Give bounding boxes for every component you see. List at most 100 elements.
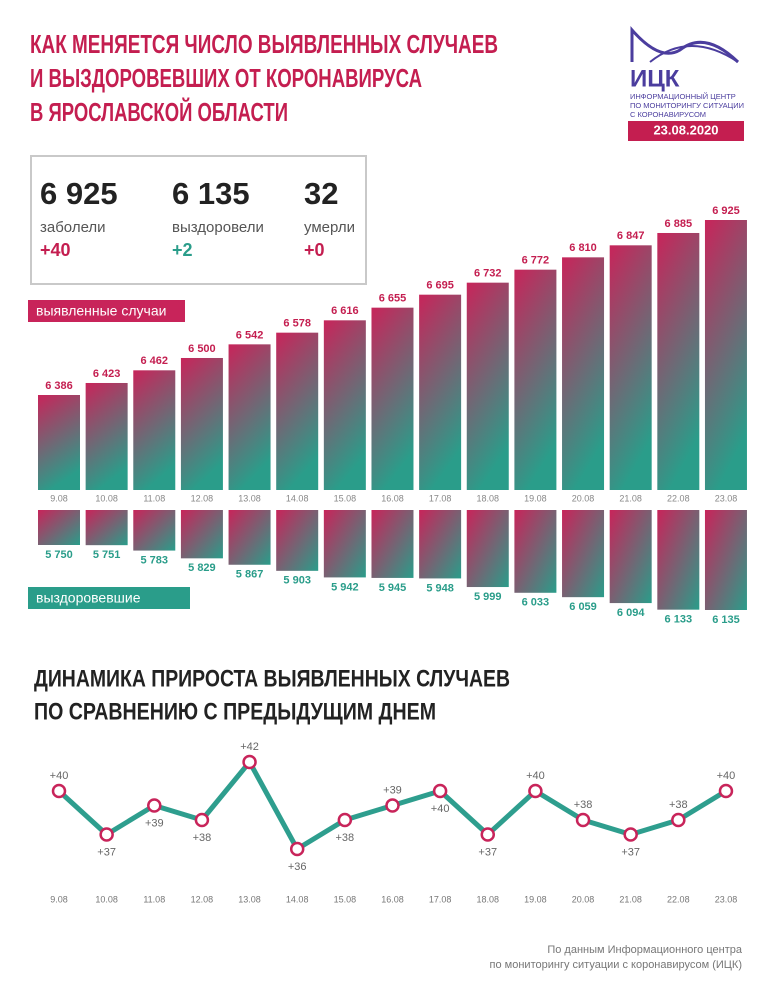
value-label: 5 867 [236, 569, 264, 581]
marker [337, 812, 353, 828]
bar [371, 307, 414, 490]
bar [466, 282, 509, 490]
marker [99, 827, 114, 842]
marker [289, 841, 305, 857]
x-tick-label: 17.08 [429, 493, 452, 503]
value-label: +38 [669, 799, 688, 811]
value-label: +39 [383, 784, 402, 796]
logo-mark [649, 45, 739, 63]
value-label: +37 [621, 846, 640, 858]
value-label: +38 [574, 799, 593, 811]
value-label: 6 386 [45, 380, 73, 392]
value-label: +40 [717, 770, 736, 782]
marker [480, 827, 496, 842]
x-tick-label: 19.08 [524, 493, 547, 503]
bar [562, 257, 605, 490]
stat-change: +40 [40, 240, 71, 260]
section-title: ПО СРАВНЕНИЮ С ПРЕДЫДУЩИМ ДНЕМ [34, 698, 436, 725]
x-tick-label: 23.08 [715, 894, 738, 904]
value-label: +37 [97, 846, 116, 858]
x-tick-label: 12.08 [191, 894, 214, 904]
legend-pill [28, 587, 190, 609]
logo-subtitle: ПО МОНИТОРИНГУ СИТУАЦИИ [630, 101, 744, 110]
bar [323, 320, 366, 490]
value-label: +40 [50, 770, 69, 782]
footer: По данным Информационного центра [547, 944, 743, 956]
value-label: 6 135 [712, 614, 740, 626]
value-label: 6 500 [188, 343, 216, 355]
x-tick-label: 17.08 [429, 894, 452, 904]
marker [575, 812, 591, 828]
bar [371, 510, 414, 578]
stat-label: умерли [304, 219, 355, 236]
value-label: 6 094 [617, 607, 645, 619]
bar [85, 382, 128, 490]
charts: 6 386 9.08 6 423 10.08 6 462 11.08 6 500 12.08 6… [28, 205, 747, 904]
logo-subtitle: ИНФОРМАЦИОННЫЙ ЦЕНТР [630, 92, 736, 101]
value-label: 5 942 [331, 581, 359, 593]
bar [85, 510, 128, 546]
stats: 6 925 заболели +40 6 135 выздоровели +2 32 умер… [40, 176, 355, 260]
bar [276, 510, 319, 571]
header: КАК МЕНЯЕТСЯ ЧИСЛО ВЫЯВЛЕННЫХ СЛУЧАЕВ И … [30, 26, 744, 141]
bar [228, 344, 271, 490]
value-label: 6 885 [665, 218, 693, 230]
logo-subtitle: С КОРОНАВИРУСОМ [630, 110, 706, 119]
x-tick-label: 10.08 [95, 894, 118, 904]
marker [242, 754, 257, 770]
x-tick-label: 16.08 [381, 493, 404, 503]
bar [704, 220, 747, 490]
bar [180, 510, 223, 559]
bar [38, 395, 80, 490]
x-tick-label: 21.08 [619, 493, 642, 503]
bar [133, 370, 176, 490]
x-tick-label: 20.08 [572, 894, 595, 904]
value-label: +40 [526, 770, 545, 782]
value-label: 6 655 [379, 293, 407, 305]
value-label: 6 578 [283, 318, 311, 330]
legend-label: выявленные случаи [36, 303, 166, 319]
footer: по мониторингу ситуации с коронавирусом … [490, 959, 742, 971]
value-label: 6 133 [665, 614, 693, 626]
marker [528, 783, 543, 799]
value-label: 6 810 [569, 242, 597, 254]
section-title: ДИНАМИКА ПРИРОСТА ВЫЯВЛЕННЫХ СЛУЧАЕВ [34, 665, 510, 692]
value-label: 5 783 [141, 554, 169, 566]
bar [419, 294, 462, 490]
bar [657, 510, 700, 610]
value-label: 6 616 [331, 305, 359, 317]
title-line: И ВЫЗДОРОВЕВШИХ ОТ КОРОНАВИРУСА [30, 63, 422, 93]
value-label: 5 751 [93, 549, 121, 561]
value-label: 6 695 [426, 280, 454, 292]
value-label: 6 462 [141, 355, 169, 367]
bar [276, 332, 319, 490]
marker [147, 798, 162, 813]
bar [466, 510, 509, 588]
logo-name: ИЦК [630, 65, 680, 92]
x-tick-label: 9.08 [50, 894, 68, 904]
x-tick-label: 10.08 [95, 493, 118, 503]
value-label: 5 948 [426, 582, 454, 594]
bar [323, 510, 366, 578]
stat-value: 6 135 [172, 176, 250, 211]
bar [180, 357, 223, 490]
bar [228, 510, 271, 565]
bar [609, 510, 652, 604]
value-label: 5 999 [474, 591, 502, 603]
x-tick-label: 11.08 [143, 894, 165, 904]
x-tick-label: 13.08 [238, 894, 261, 904]
x-tick-label: 23.08 [715, 493, 738, 503]
value-label: +38 [336, 832, 355, 844]
bar [562, 510, 605, 598]
bar [514, 510, 557, 593]
bar [38, 510, 80, 545]
x-tick-label: 15.08 [334, 493, 357, 503]
x-tick-label: 12.08 [191, 493, 214, 503]
value-label: 5 750 [45, 549, 73, 561]
bar [657, 232, 700, 491]
stat-label: выздоровели [172, 219, 264, 236]
value-label: 6 059 [569, 601, 597, 613]
value-label: +39 [145, 817, 164, 829]
x-tick-label: 20.08 [572, 493, 595, 503]
value-label: +37 [478, 846, 497, 858]
